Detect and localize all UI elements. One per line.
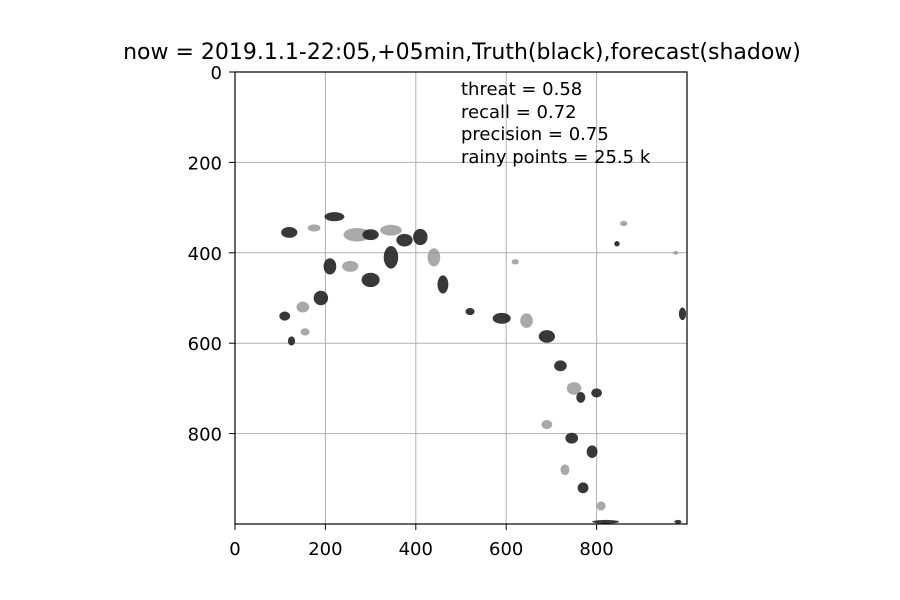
chart-title: now = 2019.1.1-22:05,+05min,Truth(black)… [123,40,801,65]
y-tick-label-4: 800 [188,425,222,446]
rain-region-truth-24 [576,392,586,403]
x-tick-label-4: 800 [579,539,613,560]
rain-region-truth-16 [279,311,291,321]
rain-region-truth-14 [313,290,329,306]
rain-region-forecast-26 [541,420,553,430]
y-tick-label-1: 200 [188,153,222,174]
rain-region-truth-2 [324,212,345,222]
rain-region-truth-13 [323,258,337,275]
rain-region-forecast-37 [672,250,679,255]
rain-region-forecast-12 [342,260,359,272]
plot-area: 0 200 400 600 800 0 200 400 600 800 [188,63,688,560]
stat-precision: precision = 0.75 [461,124,609,145]
rain-region-truth-30 [577,482,589,494]
rain-region-truth-0 [281,227,298,238]
rain-region-truth-4 [362,229,379,241]
rain-region-truth-27 [565,432,579,444]
rain-region-forecast-29 [560,464,570,476]
rain-region-truth-36 [678,307,687,321]
plot-background [235,72,687,524]
rain-region-truth-28 [586,445,598,459]
stat-rainy-points: rainy points = 25.5 k [461,147,651,168]
plot-frame [234,71,688,525]
x-tick-label-2: 400 [399,539,433,560]
stat-recall: recall = 0.72 [461,102,577,123]
rain-region-truth-6 [396,233,413,247]
rain-region-truth-22 [554,360,567,372]
stat-threat: threat = 0.58 [461,79,582,100]
rain-region-truth-17 [287,336,296,346]
rain-region-forecast-8 [427,248,441,267]
rain-region-forecast-18 [300,328,310,336]
rain-region-forecast-20 [520,313,533,328]
y-tick-label-3: 600 [188,334,222,355]
x-axis-ticks: 0 200 400 600 800 [229,524,614,560]
rain-region-truth-9 [437,275,449,294]
rain-region-forecast-1 [307,224,321,232]
rain-region-truth-10 [383,246,399,269]
rain-region-truth-11 [361,272,380,288]
rain-region-forecast-35 [620,220,628,227]
rain-region-truth-19 [492,312,511,324]
y-tick-label-0: 0 [211,63,222,84]
rain-regions [279,212,687,524]
rain-region-truth-21 [538,330,556,343]
rain-region-forecast-31 [596,501,606,511]
rain-region-truth-25 [591,388,603,398]
rain-region-forecast-5 [380,224,402,236]
rain-region-forecast-23 [566,382,582,395]
y-tick-label-2: 400 [188,244,222,265]
rain-region-truth-7 [413,228,428,246]
rain-region-truth-32 [592,519,620,524]
rain-region-truth-34 [614,241,620,247]
rain-region-truth-39 [465,307,475,316]
rain-region-forecast-38 [511,259,519,265]
rain-region-forecast-15 [296,301,310,313]
rain-region-forecast-3 [343,227,371,242]
x-tick-label-1: 200 [308,539,342,560]
metrics-annotation: threat = 0.58 recall = 0.72 precision = … [461,79,651,168]
y-axis-ticks: 0 200 400 600 800 [188,63,235,446]
x-tick-label-0: 0 [229,539,240,560]
rain-region-truth-33 [674,519,682,524]
x-tick-label-3: 600 [489,539,523,560]
